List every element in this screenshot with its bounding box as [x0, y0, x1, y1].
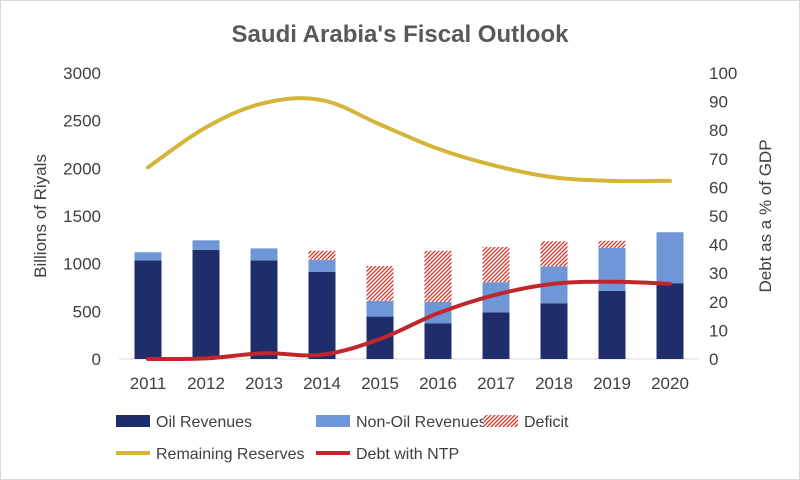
bar-non-oil-revenues	[250, 248, 278, 261]
y-tick-label: 0	[92, 350, 101, 369]
y-tick-label: 2500	[63, 112, 101, 131]
legend-swatch-deficit	[484, 415, 518, 427]
y2-tick-label: 10	[709, 321, 728, 340]
legend-swatch-oil-revenues	[116, 415, 150, 427]
y-tick-label: 1500	[63, 207, 101, 226]
legend-swatch-non-oil-revenues	[316, 415, 350, 427]
y-tick-label: 2000	[63, 159, 101, 178]
x-tick-label: 2019	[593, 374, 631, 393]
legend-label-deficit: Deficit	[524, 414, 569, 431]
y2-axis-label: Debt as a % of GDP	[756, 139, 775, 292]
legend-label-oil-revenues: Oil Revenues	[156, 414, 252, 431]
x-tick-label: 2012	[187, 374, 225, 393]
bar-non-oil-revenues	[192, 240, 220, 250]
bar-oil-revenues	[598, 290, 626, 359]
legend-label-debt-with-ntp: Debt with NTP	[356, 446, 459, 463]
bar-non-oil-revenues	[366, 300, 394, 317]
bar-deficit	[598, 240, 626, 248]
bar-oil-revenues	[656, 283, 684, 359]
x-tick-label: 2016	[419, 374, 457, 393]
bar-deficit	[366, 266, 394, 301]
x-tick-label: 2015	[361, 374, 399, 393]
bar-oil-revenues	[134, 260, 162, 359]
y2-tick-label: 40	[709, 236, 728, 255]
line-debt-with-ntp	[146, 279, 672, 362]
y2-tick-label: 80	[709, 121, 728, 140]
bar-oil-revenues	[308, 271, 336, 359]
y-tick-label: 1000	[63, 255, 101, 274]
y2-tick-label: 20	[709, 293, 728, 312]
y-tick-label: 3000	[63, 64, 101, 83]
y-tick-label: 500	[73, 302, 101, 321]
y-axis-label: Billions of Riyals	[31, 154, 50, 278]
y2-tick-label: 90	[709, 93, 728, 112]
x-tick-label: 2020	[651, 374, 689, 393]
line-remaining-reserves	[146, 96, 672, 184]
y2-tick-label: 60	[709, 178, 728, 197]
chart-title: Saudi Arabia's Fiscal Outlook	[232, 21, 570, 48]
bar-non-oil-revenues	[134, 252, 162, 261]
bar-oil-revenues	[424, 323, 452, 359]
y2-tick-label: 0	[709, 350, 718, 369]
x-tick-label: 2014	[303, 374, 341, 393]
bar-non-oil-revenues	[656, 232, 684, 284]
x-tick-label: 2018	[535, 374, 573, 393]
bar-deficit	[482, 246, 510, 283]
y2-tick-label: 100	[709, 64, 737, 83]
legend-label-remaining-reserves: Remaining Reserves	[156, 446, 305, 463]
x-tick-label: 2013	[245, 374, 283, 393]
y2-tick-label: 50	[709, 207, 728, 226]
bar-non-oil-revenues	[308, 259, 336, 272]
bar-oil-revenues	[250, 260, 278, 359]
bar-oil-revenues	[482, 312, 510, 359]
y2-tick-label: 70	[709, 150, 728, 169]
bar-oil-revenues	[192, 249, 220, 359]
bar-deficit	[308, 250, 336, 260]
bar-deficit	[540, 241, 568, 267]
bar-deficit	[424, 250, 452, 302]
bar-non-oil-revenues	[598, 247, 626, 291]
y2-tick-label: 30	[709, 264, 728, 283]
x-tick-label: 2011	[130, 374, 167, 393]
x-tick-label: 2017	[477, 374, 515, 393]
legend-label-non-oil-revenues: Non-Oil Revenues	[356, 414, 487, 431]
bar-oil-revenues	[540, 303, 568, 359]
